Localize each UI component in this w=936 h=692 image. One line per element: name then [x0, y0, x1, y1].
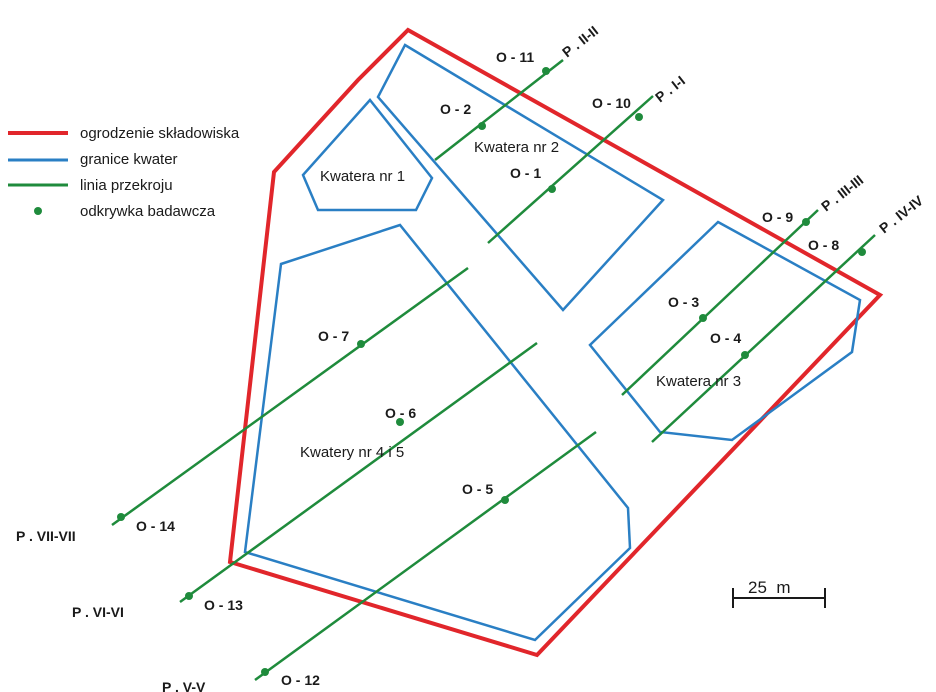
section-label-VII-VII: P . VII-VII — [16, 528, 76, 544]
quarter-2-boundary — [376, 43, 665, 312]
test-pit-o2 — [478, 122, 486, 130]
section-line-III-III — [621, 209, 819, 396]
quarter-1-label: Kwatera nr 1 — [320, 168, 405, 185]
pit-label-o12: O - 12 — [281, 672, 320, 688]
pit-label-o9: O - 9 — [762, 209, 793, 225]
test-pit-o7 — [357, 340, 365, 348]
quarter-1-boundary — [301, 98, 434, 212]
scale-bar-label: 25 m — [748, 578, 791, 597]
pit-label-o1: O - 1 — [510, 165, 541, 181]
test-pit-o5 — [501, 496, 509, 504]
quarter-2-label: Kwatera nr 2 — [474, 139, 559, 156]
legend-section-label: linia przekroju — [80, 177, 173, 194]
test-pit-o12 — [261, 668, 269, 676]
test-pit-o8 — [858, 248, 866, 256]
pit-label-o2: O - 2 — [440, 101, 471, 117]
test-pit-o1 — [548, 185, 556, 193]
section-label-III-III: P . III-III — [818, 172, 866, 215]
pit-label-o13: O - 13 — [204, 597, 243, 613]
test-pit-o3 — [699, 314, 707, 322]
legend-boundaries-label: granice kwater — [80, 151, 178, 168]
pit-label-o6: O - 6 — [385, 405, 416, 421]
legend-pit-swatch — [34, 207, 42, 215]
pit-label-o11: O - 11 — [496, 49, 534, 65]
pit-label-o3: O - 3 — [668, 294, 699, 310]
pit-label-o8: O - 8 — [808, 237, 839, 253]
section-line-VI-VI — [179, 341, 538, 604]
test-pit-o11 — [542, 67, 550, 75]
pit-label-o14: O - 14 — [136, 518, 175, 534]
section-line-V-V — [254, 430, 597, 682]
test-pit-o13 — [185, 592, 193, 600]
legend-fence-label: ogrodzenie składowiska — [80, 125, 240, 142]
section-label-IV-IV: P . IV-IV — [876, 192, 927, 236]
test-pit-o4 — [741, 351, 749, 359]
scale-bar — [732, 588, 826, 608]
landfill-fence — [227, 27, 884, 658]
test-pit-o10 — [635, 113, 643, 121]
section-label-I-I: P . I-I — [652, 72, 688, 105]
quarter-3-boundary — [588, 220, 862, 442]
section-line-I-I — [487, 95, 654, 244]
section-line-VII-VII — [111, 266, 469, 527]
test-pit-o14 — [117, 513, 125, 521]
pit-label-o4: O - 4 — [710, 330, 741, 346]
section-label-VI-VI: P . VI-VI — [72, 604, 124, 620]
map-legend: ogrodzenie składowiska granice kwater li… — [8, 125, 240, 220]
test-pit-o6 — [396, 418, 404, 426]
pit-label-o10: O - 10 — [592, 95, 631, 111]
test-pit-o9 — [802, 218, 810, 226]
quarters-4-5-boundary — [243, 223, 632, 642]
pit-label-o7: O - 7 — [318, 328, 349, 344]
quarters-4-5-label: Kwatery nr 4 i 5 — [300, 444, 404, 461]
section-line-II-II — [434, 59, 564, 161]
legend-pit-label: odkrywka badawcza — [80, 203, 216, 220]
section-line-IV-IV — [651, 234, 876, 443]
quarter-3-label: Kwatera nr 3 — [656, 373, 741, 390]
section-label-V-V: P . V-V — [162, 679, 206, 692]
pit-label-o5: O - 5 — [462, 481, 493, 497]
section-label-II-II: P . II-II — [559, 23, 601, 61]
